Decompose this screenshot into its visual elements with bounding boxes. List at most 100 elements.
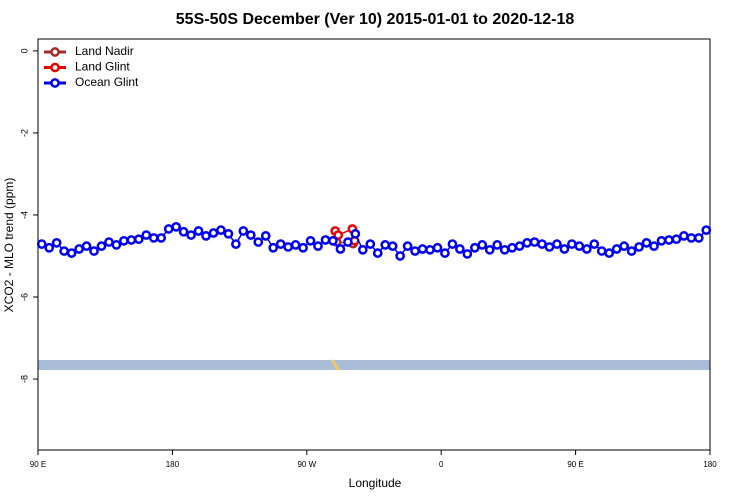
data-point xyxy=(395,251,405,261)
y-tick-label: -2 xyxy=(19,129,29,137)
data-point xyxy=(671,234,682,245)
data-point xyxy=(664,235,674,245)
data-point xyxy=(201,231,211,241)
data-point xyxy=(477,240,488,250)
data-point xyxy=(216,225,226,235)
data-point xyxy=(89,246,99,256)
data-point xyxy=(163,224,174,234)
data-point xyxy=(275,239,286,249)
data-point xyxy=(343,237,353,247)
data-point xyxy=(238,226,249,236)
data-point xyxy=(455,244,465,254)
data-point xyxy=(596,246,607,256)
data-point xyxy=(335,244,346,254)
data-point xyxy=(604,248,615,258)
y-tick-label: -8 xyxy=(19,375,29,383)
data-point xyxy=(133,234,144,245)
data-point xyxy=(305,235,316,246)
data-point xyxy=(626,246,637,256)
data-point xyxy=(619,241,629,251)
data-point xyxy=(260,231,271,241)
data-point xyxy=(36,239,47,249)
data-point xyxy=(141,230,152,240)
data-point xyxy=(567,239,577,249)
data-point xyxy=(104,237,114,247)
data-point xyxy=(425,244,435,255)
data-point xyxy=(328,235,338,246)
data-point xyxy=(119,235,129,246)
data-point xyxy=(641,238,652,248)
data-point xyxy=(469,242,480,253)
data-point xyxy=(268,242,279,253)
chart-title: 55S-50S December (Ver 10) 2015-01-01 to … xyxy=(176,11,575,28)
data-point xyxy=(649,241,659,251)
data-point xyxy=(59,246,69,256)
y-axis-label: XCO2 - MLO trend (ppm) xyxy=(2,178,16,313)
data-point xyxy=(522,238,532,248)
data-point xyxy=(66,248,77,258)
data-point xyxy=(126,235,137,245)
data-point xyxy=(44,242,55,253)
data-point xyxy=(507,242,517,253)
x-axis-label: Longitude xyxy=(349,476,402,490)
x-tick-label: 180 xyxy=(703,460,717,469)
data-point xyxy=(290,240,301,250)
y-tick-label: 0 xyxy=(19,48,29,53)
data-point xyxy=(529,237,540,247)
legend-label: Land Nadir xyxy=(75,44,134,58)
data-point xyxy=(589,239,600,249)
data-point xyxy=(186,230,196,240)
data-point xyxy=(380,240,391,250)
data-point xyxy=(679,231,689,241)
data-point xyxy=(298,242,308,253)
data-point xyxy=(193,226,204,236)
data-point xyxy=(686,233,697,243)
data-point xyxy=(417,244,428,254)
data-point xyxy=(372,248,383,258)
data-point xyxy=(357,244,368,255)
data-point xyxy=(387,241,398,251)
data-point xyxy=(581,244,592,254)
legend-label: Ocean Glint xyxy=(75,75,139,89)
legend-marker xyxy=(50,78,60,88)
data-point xyxy=(544,242,555,252)
data-point xyxy=(283,242,293,252)
data-point xyxy=(208,228,219,238)
x-tick-label: 90 W xyxy=(297,460,316,469)
data-point xyxy=(410,246,420,256)
data-point xyxy=(350,228,361,239)
legend-marker xyxy=(50,62,60,73)
data-point xyxy=(656,235,667,246)
data-point xyxy=(365,239,376,249)
data-point xyxy=(559,244,570,254)
data-point xyxy=(333,230,344,240)
data-point xyxy=(484,244,495,255)
data-point xyxy=(231,239,241,249)
x-tick-label: 90 E xyxy=(567,460,583,469)
y-tick-label: -6 xyxy=(19,293,29,301)
data-point xyxy=(611,244,622,254)
data-point xyxy=(313,241,323,251)
data-point xyxy=(447,239,458,249)
data-point xyxy=(156,233,167,243)
data-point xyxy=(693,233,704,243)
surface-band-mark xyxy=(330,359,340,371)
data-point xyxy=(111,240,122,250)
data-point xyxy=(440,248,450,258)
data-point xyxy=(74,244,84,254)
x-tick-label: 0 xyxy=(439,460,444,469)
data-point xyxy=(320,235,331,245)
y-tick-label: -4 xyxy=(19,211,29,219)
data-point xyxy=(171,222,181,232)
data-point xyxy=(245,230,256,240)
data-point xyxy=(148,233,159,243)
data-point xyxy=(574,241,585,251)
data-point xyxy=(223,228,234,239)
data-point xyxy=(402,241,413,251)
surface-band xyxy=(38,360,710,370)
x-tick-label: 90 E xyxy=(30,460,46,469)
data-point xyxy=(178,226,189,237)
data-point xyxy=(514,241,525,251)
